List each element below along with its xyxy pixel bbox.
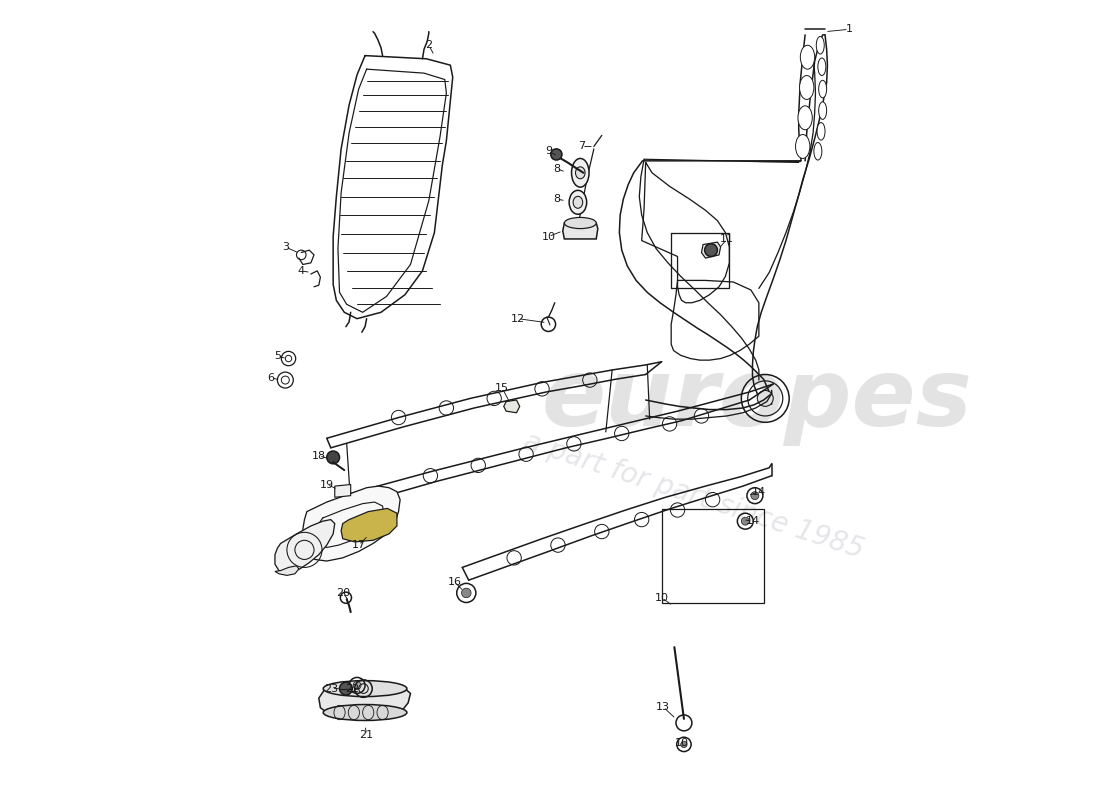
Text: 10: 10: [654, 593, 669, 602]
Text: 22: 22: [345, 683, 360, 694]
Text: 13: 13: [657, 702, 670, 712]
Text: 8: 8: [553, 194, 560, 204]
Text: 6: 6: [267, 373, 275, 382]
Text: europes: europes: [542, 354, 972, 446]
Circle shape: [741, 517, 749, 525]
Circle shape: [551, 149, 562, 160]
Text: 4: 4: [298, 266, 305, 276]
Polygon shape: [334, 485, 351, 498]
Text: 14: 14: [751, 486, 766, 497]
Circle shape: [340, 682, 352, 695]
Polygon shape: [302, 486, 400, 561]
Ellipse shape: [569, 190, 586, 214]
Polygon shape: [504, 400, 519, 413]
Text: 8: 8: [553, 164, 560, 174]
Bar: [661, 510, 763, 603]
Text: 14: 14: [746, 516, 760, 526]
Circle shape: [751, 492, 759, 500]
Circle shape: [327, 451, 340, 464]
Ellipse shape: [800, 75, 814, 99]
Ellipse shape: [801, 46, 815, 69]
Text: 20: 20: [336, 588, 350, 598]
Ellipse shape: [798, 106, 812, 130]
Text: 5: 5: [274, 351, 280, 361]
Text: 10: 10: [541, 231, 556, 242]
Text: 7: 7: [579, 142, 585, 151]
Polygon shape: [702, 242, 721, 258]
Ellipse shape: [818, 58, 826, 75]
Ellipse shape: [573, 196, 583, 208]
Text: 16: 16: [448, 577, 461, 586]
Circle shape: [353, 682, 361, 690]
Circle shape: [705, 244, 717, 257]
Text: 3: 3: [282, 242, 289, 252]
Text: 1: 1: [846, 24, 852, 34]
Text: 18: 18: [311, 451, 326, 461]
Text: 21: 21: [360, 730, 374, 740]
Ellipse shape: [564, 218, 596, 229]
Circle shape: [681, 742, 688, 747]
Circle shape: [757, 390, 773, 406]
Ellipse shape: [795, 134, 810, 158]
Ellipse shape: [575, 167, 585, 178]
Text: 2: 2: [426, 40, 432, 50]
Text: 11: 11: [720, 234, 734, 244]
Polygon shape: [563, 223, 597, 239]
Text: 23: 23: [324, 683, 339, 694]
Ellipse shape: [817, 122, 825, 140]
Text: 15: 15: [495, 383, 509, 393]
Text: 19: 19: [320, 479, 333, 490]
Circle shape: [462, 588, 471, 598]
Ellipse shape: [818, 80, 826, 98]
Text: 17: 17: [352, 540, 365, 550]
Ellipse shape: [814, 142, 822, 160]
Ellipse shape: [818, 102, 826, 119]
Polygon shape: [319, 689, 410, 713]
Polygon shape: [341, 509, 397, 542]
Polygon shape: [275, 519, 334, 572]
Ellipse shape: [323, 681, 407, 697]
Text: 12: 12: [512, 314, 525, 324]
Ellipse shape: [323, 705, 407, 721]
Text: a part for part since 1985: a part for part since 1985: [520, 427, 867, 564]
Text: 10: 10: [674, 738, 689, 748]
Text: 9: 9: [544, 146, 552, 156]
Polygon shape: [275, 566, 299, 575]
Ellipse shape: [816, 37, 824, 54]
Ellipse shape: [572, 158, 590, 187]
